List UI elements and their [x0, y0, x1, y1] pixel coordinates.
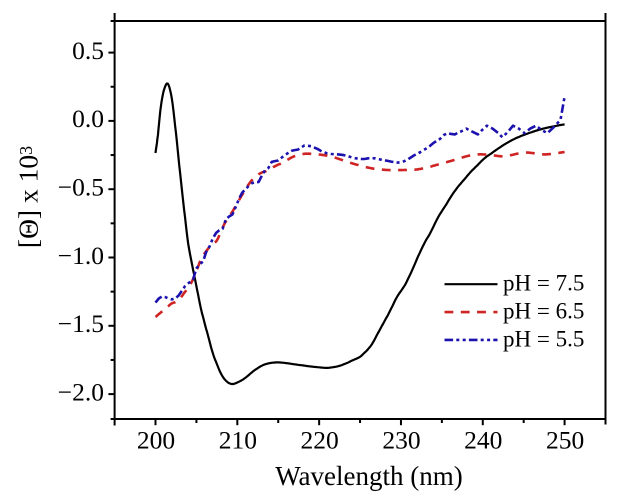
- svg-text:200: 200: [137, 426, 175, 455]
- svg-text:240: 240: [464, 426, 502, 455]
- svg-text:−2.0: −2.0: [58, 377, 104, 406]
- svg-text:pH = 7.5: pH = 7.5: [503, 271, 584, 296]
- svg-text:Wavelength (nm): Wavelength (nm): [275, 461, 463, 491]
- svg-text:210: 210: [219, 426, 257, 455]
- svg-text:[Θ] x 103: [Θ] x 103: [13, 146, 44, 248]
- svg-text:pH = 5.5: pH = 5.5: [503, 326, 584, 351]
- svg-text:0.0: 0.0: [72, 104, 104, 133]
- svg-text:−1.5: −1.5: [58, 309, 104, 338]
- svg-text:250: 250: [546, 426, 584, 455]
- svg-text:−0.5: −0.5: [58, 173, 104, 202]
- svg-text:220: 220: [301, 426, 339, 455]
- svg-text:0.5: 0.5: [72, 36, 104, 65]
- svg-text:−1.0: −1.0: [58, 241, 104, 270]
- svg-text:230: 230: [382, 426, 420, 455]
- svg-text:pH = 6.5: pH = 6.5: [503, 299, 584, 324]
